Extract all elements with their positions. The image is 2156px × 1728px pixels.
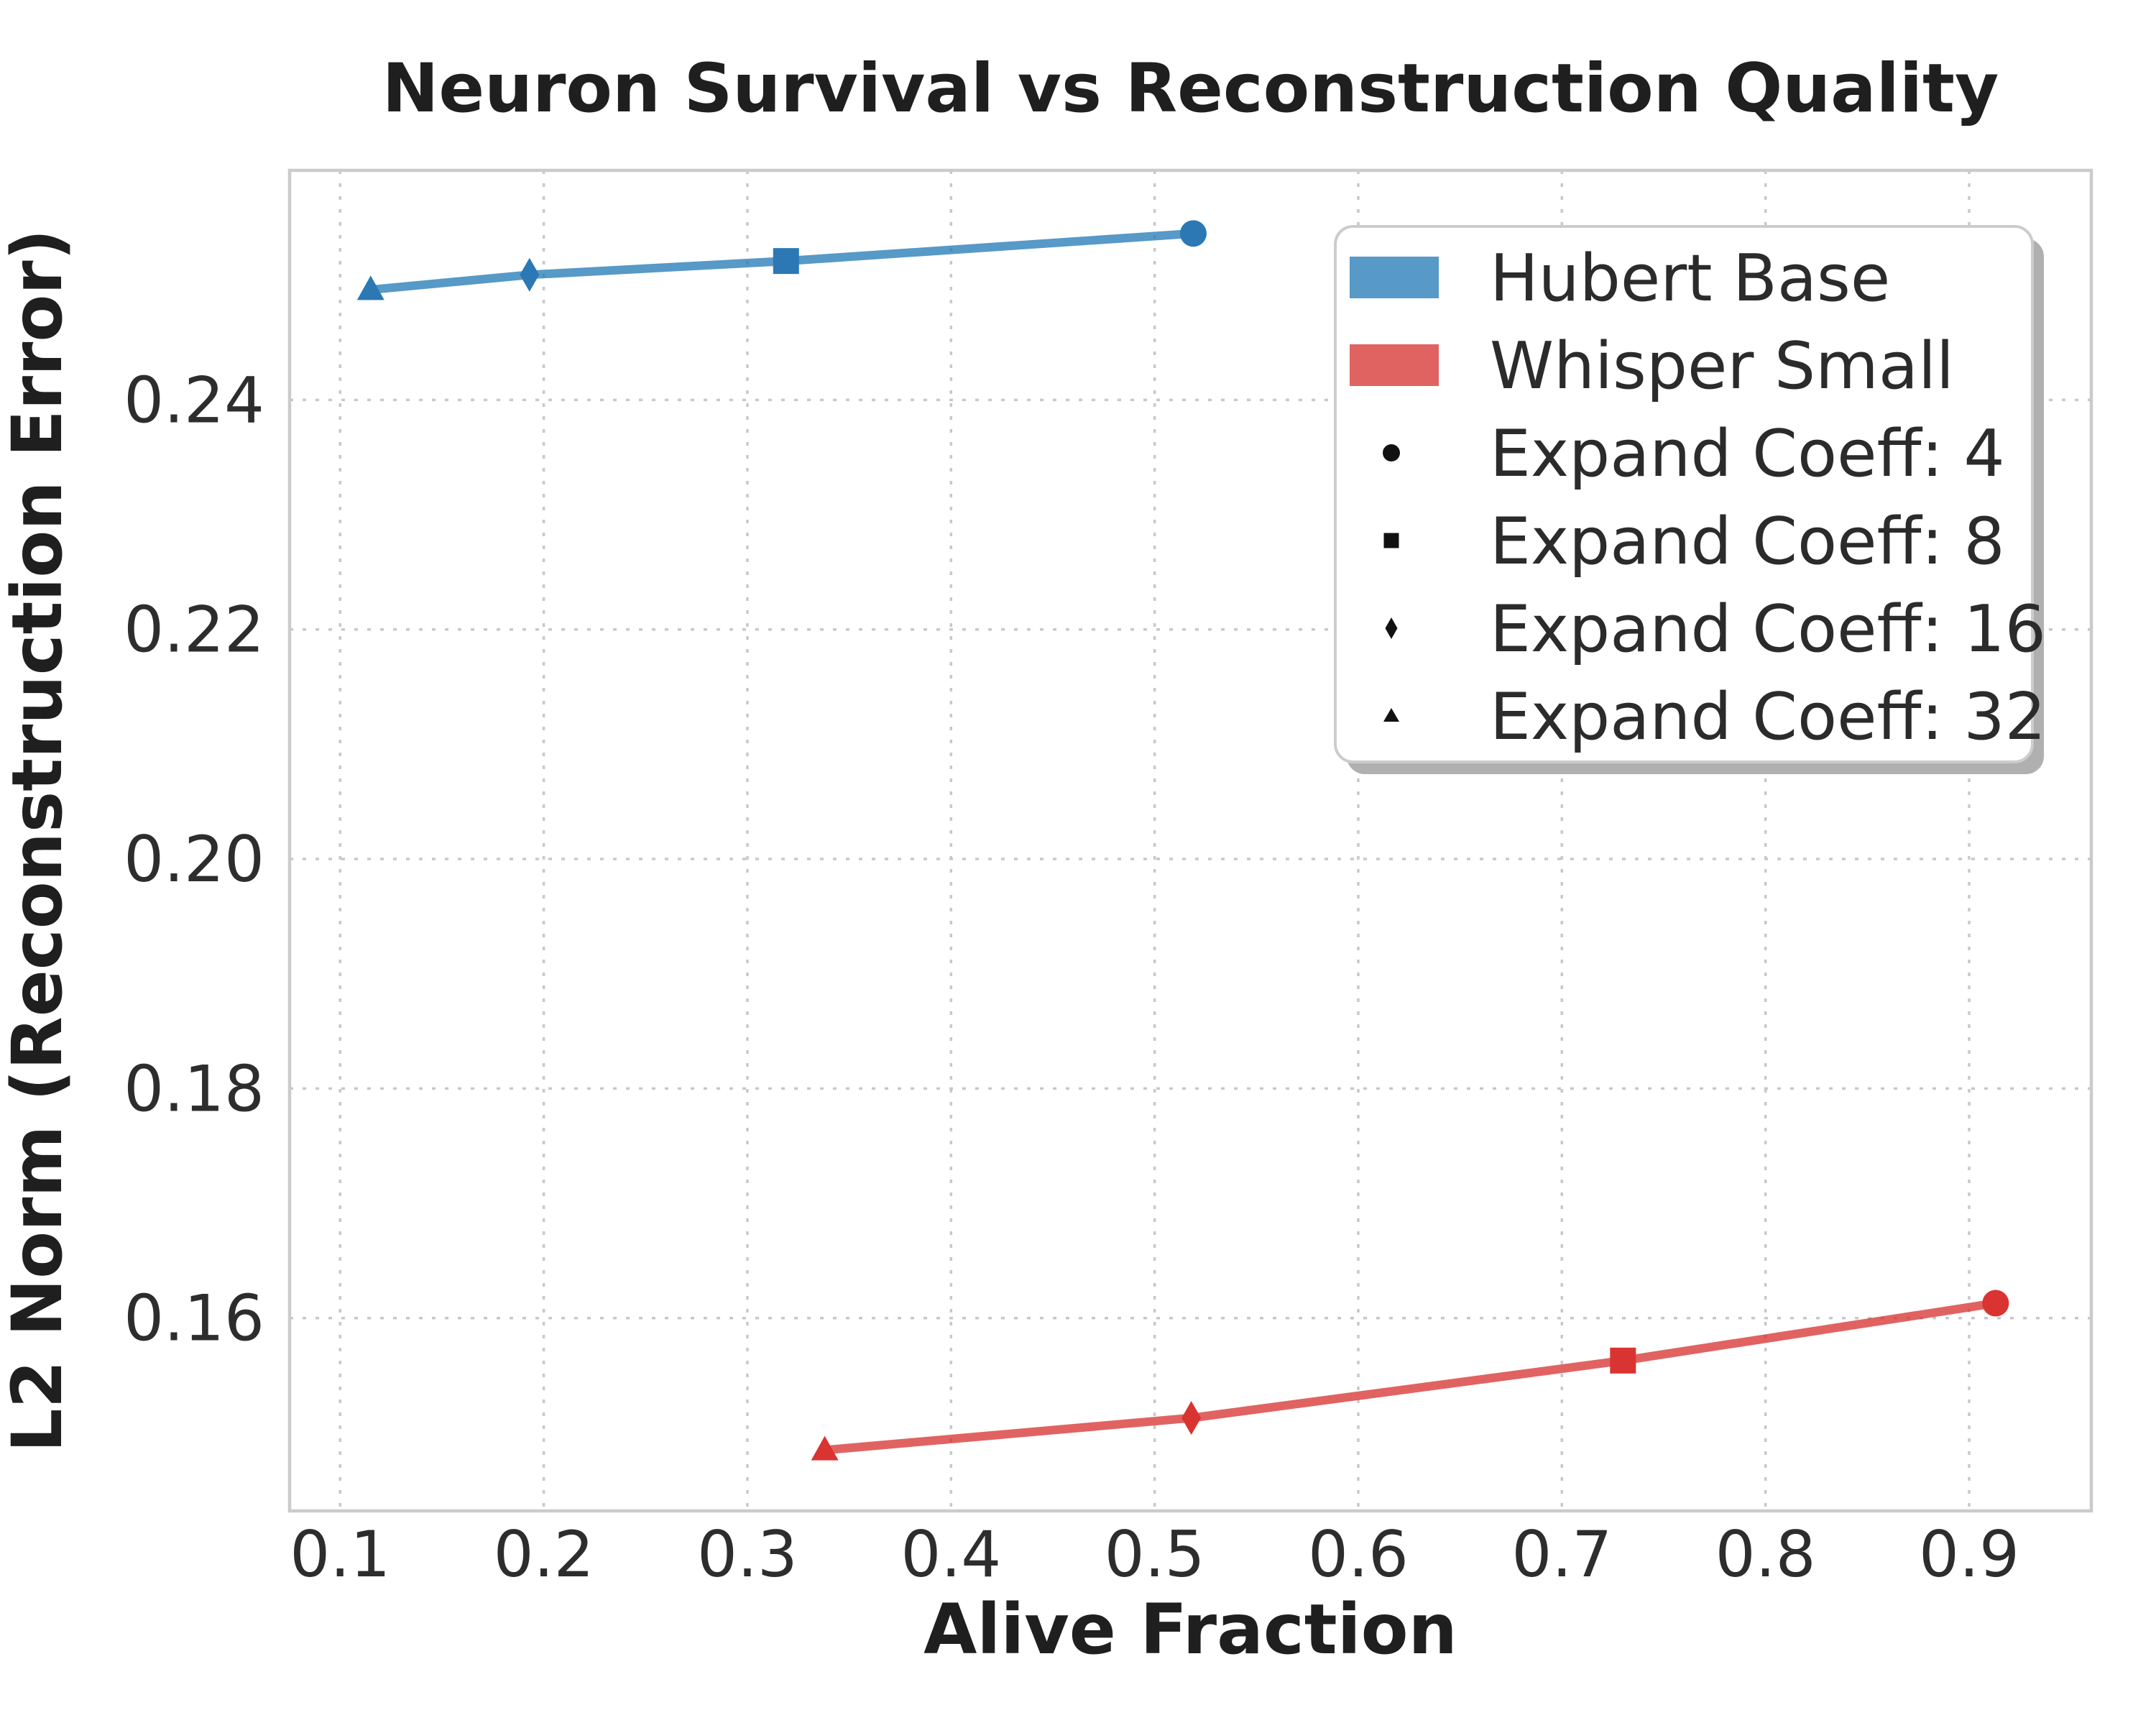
triangle-icon — [1383, 707, 1399, 722]
legend-row-whisper-small: Whisper Small — [1350, 328, 1954, 404]
diamond-icon — [1385, 617, 1398, 639]
chart-title: Neuron Survival vs Reconstruction Qualit… — [382, 50, 1999, 128]
y-axis-label: L2 Norm (Reconstruction Error) — [0, 229, 78, 1452]
legend-box — [1334, 225, 2034, 763]
x-tick-label: 0.4 — [900, 1517, 1001, 1591]
series-whisper-small — [811, 1290, 2009, 1461]
series-line-whisper-small — [820, 1298, 2000, 1455]
y-tick-label: 0.22 — [124, 593, 264, 667]
legend-label-whisper-small: Whisper Small — [1490, 328, 1954, 404]
data-point-whisper-small-triangle — [811, 1435, 839, 1461]
x-tick-label: 0.9 — [1919, 1517, 2019, 1591]
x-tick-label: 0.2 — [494, 1517, 594, 1591]
legend-row-hubert-base: Hubert Base — [1350, 241, 1890, 316]
legend-label-expand-coeff: Expand Coeff: 16 — [1490, 592, 2046, 667]
x-tick-label: 0.3 — [697, 1517, 798, 1591]
y-tick-label: 0.18 — [124, 1052, 264, 1126]
legend-row-diamond: Expand Coeff: 16 — [1385, 592, 2046, 667]
series-hubert-base — [356, 220, 1207, 300]
y-tick-label: 0.20 — [124, 822, 264, 896]
x-tick-label: 0.6 — [1308, 1517, 1409, 1591]
x-tick-label: 0.7 — [1511, 1517, 1612, 1591]
data-point-hubert-base-triangle — [356, 275, 384, 300]
data-point-whisper-small-square — [1610, 1347, 1636, 1374]
legend: Hubert Base Whisper Small Expand Coeff: 4 E… — [1334, 225, 2046, 774]
data-point-hubert-base-diamond — [520, 257, 540, 292]
legend-row-square: Expand Coeff: 8 — [1383, 504, 2005, 579]
x-tick-label: 0.5 — [1105, 1517, 1205, 1591]
data-point-hubert-base-square — [773, 248, 799, 275]
legend-label-expand-coeff: Expand Coeff: 4 — [1490, 416, 2005, 492]
x-tick-label: 0.8 — [1715, 1517, 1816, 1591]
legend-label-expand-coeff: Expand Coeff: 32 — [1490, 679, 2046, 755]
x-tick-label: 0.1 — [290, 1517, 390, 1591]
legend-row-circle: Expand Coeff: 4 — [1383, 416, 2005, 492]
y-tick-label: 0.24 — [124, 363, 264, 437]
legend-row-triangle: Expand Coeff: 32 — [1383, 679, 2046, 755]
legend-swatch-whisper-small — [1350, 344, 1439, 386]
series-line-hubert-base — [366, 229, 1198, 295]
circle-icon — [1383, 444, 1400, 461]
x-axis-label: Alive Fraction — [923, 1589, 1457, 1670]
data-point-whisper-small-diamond — [1181, 1401, 1202, 1435]
legend-label-hubert-base: Hubert Base — [1490, 241, 1890, 316]
legend-label-expand-coeff: Expand Coeff: 8 — [1490, 504, 2005, 579]
square-icon — [1383, 533, 1399, 548]
data-point-whisper-small-circle — [1982, 1290, 2009, 1317]
legend-swatch-hubert-base — [1350, 257, 1439, 298]
data-point-hubert-base-circle — [1179, 220, 1207, 247]
axes-spines — [287, 168, 2093, 1513]
y-tick-label: 0.16 — [124, 1282, 264, 1356]
